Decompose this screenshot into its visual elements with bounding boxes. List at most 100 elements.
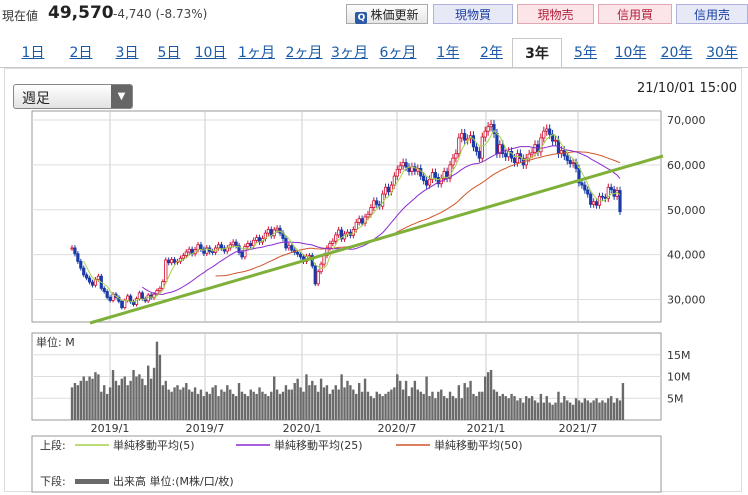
- margin-buy-button[interactable]: 信用買: [598, 4, 672, 24]
- spot-sell-button[interactable]: 現物売: [517, 4, 594, 24]
- tab-5[interactable]: 10日: [194, 45, 227, 61]
- candle-body: [492, 124, 496, 134]
- volume-bar: [495, 391, 499, 420]
- volume-bar: [223, 391, 226, 420]
- candle-body: [105, 291, 109, 298]
- ma50-line: [215, 151, 621, 277]
- volume-bar: [580, 402, 584, 420]
- candle-body: [108, 296, 112, 301]
- volume-bar: [492, 389, 496, 420]
- volume-tick-label: 10M: [667, 371, 691, 384]
- candle-body: [316, 271, 320, 285]
- volume-bar: [85, 380, 88, 420]
- candle-body: [366, 213, 370, 218]
- period-select[interactable]: 週足 ▼: [13, 84, 133, 109]
- candle-body: [187, 248, 191, 253]
- candle-body: [275, 227, 279, 231]
- volume-bar: [152, 367, 156, 420]
- tab-6[interactable]: 1ヶ月: [238, 45, 275, 61]
- candle-body: [102, 287, 106, 292]
- volume-bar: [366, 391, 370, 420]
- volume-bar: [577, 400, 581, 420]
- tab-13[interactable]: 5年: [574, 45, 597, 61]
- candle-body: [96, 275, 100, 280]
- volume-bar: [164, 380, 167, 420]
- volume-bar: [478, 391, 481, 420]
- volume-bar: [501, 393, 504, 420]
- volume-bar: [563, 396, 566, 420]
- tab-16[interactable]: 30年: [706, 45, 738, 61]
- candle-body: [126, 295, 130, 301]
- legend-lower-label: 下段:: [40, 474, 66, 488]
- y-tick-label: 50,000: [667, 204, 706, 217]
- volume-bar: [296, 378, 299, 420]
- tab-11[interactable]: 2年: [480, 45, 503, 61]
- candle-body: [515, 153, 520, 164]
- tab-10[interactable]: 1年: [436, 45, 460, 61]
- volume-bar: [108, 387, 112, 420]
- volume-bar: [442, 396, 446, 420]
- volume-bar: [273, 376, 276, 420]
- volume-bar: [378, 393, 381, 420]
- volume-bar: [571, 404, 575, 420]
- volume-bar: [170, 391, 173, 420]
- tab-7[interactable]: 2ヶ月: [285, 45, 323, 61]
- candle-body: [363, 216, 367, 224]
- volume-bar: [135, 376, 138, 420]
- candle-body: [448, 164, 452, 179]
- volume-bar: [211, 387, 214, 420]
- volume-bar: [352, 389, 355, 420]
- volume-bar: [290, 389, 293, 420]
- tab-12[interactable]: 3年: [512, 38, 562, 68]
- volume-bar: [545, 396, 548, 420]
- volume-bar: [182, 387, 185, 420]
- volume-bar: [375, 391, 378, 420]
- candle-body: [184, 251, 188, 256]
- tab-1[interactable]: 1日: [21, 45, 45, 61]
- tab-9[interactable]: 6ヶ月: [379, 45, 417, 61]
- candle-body: [583, 184, 587, 191]
- candle-body: [474, 146, 479, 152]
- tab-4[interactable]: 5日: [157, 45, 181, 61]
- volume-bar: [349, 385, 352, 420]
- volume-bar: [504, 396, 507, 420]
- tab-15[interactable]: 20年: [660, 45, 693, 61]
- candle-body: [172, 259, 177, 263]
- candle-body: [243, 246, 247, 258]
- volume-bar: [451, 396, 455, 420]
- volume-bar: [185, 383, 188, 420]
- candle-body: [533, 144, 537, 153]
- tab-14[interactable]: 10年: [614, 45, 647, 61]
- spot-buy-button[interactable]: 現物買: [433, 4, 513, 24]
- volume-bar: [208, 393, 211, 420]
- margin-sell-button[interactable]: 信用売: [676, 4, 748, 24]
- tab-2[interactable]: 2日: [69, 45, 93, 61]
- volume-bar: [179, 389, 182, 420]
- candle-body: [181, 255, 185, 259]
- volume-bar: [369, 396, 373, 420]
- candle-body: [234, 241, 238, 247]
- volume-bar: [422, 393, 425, 420]
- volume-bar: [229, 389, 232, 420]
- candle-body: [603, 196, 607, 199]
- volume-bar: [214, 385, 217, 420]
- volume-bar: [91, 378, 94, 420]
- x-tick-label: 2020/1: [283, 422, 322, 435]
- volume-bar: [533, 400, 537, 420]
- candle-body: [501, 144, 505, 155]
- candle-body: [398, 165, 402, 170]
- volume-bar: [132, 369, 135, 420]
- volume-bar: [334, 385, 337, 420]
- candle-body: [609, 186, 613, 190]
- volume-bar: [314, 385, 317, 420]
- price-change: -4,740 (-8.73%): [113, 7, 208, 21]
- volume-bar: [472, 393, 475, 420]
- x-tick-label: 2021/1: [467, 422, 506, 435]
- candle-body: [90, 281, 95, 286]
- candle-body: [205, 247, 209, 254]
- tab-8[interactable]: 3ヶ月: [331, 45, 368, 61]
- tab-3[interactable]: 3日: [115, 45, 139, 61]
- volume-bar: [82, 376, 85, 420]
- price-update-button[interactable]: Q 株価更新: [346, 4, 428, 24]
- volume-bar: [522, 402, 525, 420]
